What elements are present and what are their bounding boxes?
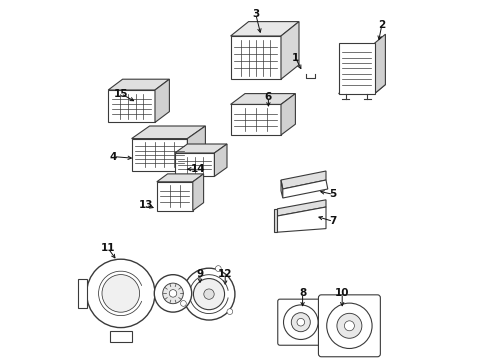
Polygon shape <box>231 22 299 36</box>
Polygon shape <box>132 139 187 171</box>
Polygon shape <box>175 144 227 153</box>
Polygon shape <box>231 94 295 104</box>
Circle shape <box>327 303 372 348</box>
Circle shape <box>337 313 362 338</box>
Text: 9: 9 <box>196 269 203 279</box>
Polygon shape <box>187 126 205 171</box>
Polygon shape <box>155 79 170 122</box>
FancyBboxPatch shape <box>278 299 324 345</box>
Circle shape <box>194 279 224 310</box>
Circle shape <box>284 305 318 339</box>
Polygon shape <box>132 126 205 139</box>
Text: 7: 7 <box>329 216 337 226</box>
Circle shape <box>163 283 183 304</box>
Text: 13: 13 <box>139 200 153 210</box>
Polygon shape <box>175 153 215 176</box>
Text: 14: 14 <box>191 164 205 174</box>
Circle shape <box>169 290 177 297</box>
Text: 8: 8 <box>299 288 306 298</box>
Polygon shape <box>277 200 326 216</box>
Circle shape <box>216 266 221 271</box>
Polygon shape <box>281 94 295 135</box>
Polygon shape <box>374 34 386 94</box>
Text: 6: 6 <box>265 92 272 102</box>
Polygon shape <box>283 180 328 198</box>
Polygon shape <box>77 279 87 308</box>
Text: 3: 3 <box>252 9 259 19</box>
Polygon shape <box>339 85 386 94</box>
Polygon shape <box>110 331 132 342</box>
FancyBboxPatch shape <box>318 295 380 357</box>
Polygon shape <box>281 180 283 198</box>
Text: 2: 2 <box>378 20 386 30</box>
Text: 12: 12 <box>218 269 232 279</box>
Circle shape <box>291 313 310 332</box>
Polygon shape <box>215 144 227 176</box>
Text: 10: 10 <box>335 288 349 298</box>
Circle shape <box>204 289 214 299</box>
Circle shape <box>102 275 140 312</box>
Text: 15: 15 <box>114 89 128 99</box>
Polygon shape <box>157 174 204 182</box>
Polygon shape <box>339 43 374 94</box>
Circle shape <box>227 309 233 315</box>
Circle shape <box>154 275 192 312</box>
Circle shape <box>180 301 186 306</box>
Polygon shape <box>157 182 193 211</box>
Text: 4: 4 <box>110 152 117 162</box>
Circle shape <box>344 321 354 331</box>
Polygon shape <box>108 79 170 90</box>
Circle shape <box>183 268 235 320</box>
Polygon shape <box>277 207 326 232</box>
Polygon shape <box>274 209 277 232</box>
Circle shape <box>87 259 155 328</box>
Polygon shape <box>193 174 204 211</box>
Polygon shape <box>231 36 281 79</box>
Polygon shape <box>281 22 299 79</box>
Circle shape <box>297 318 305 326</box>
Text: 11: 11 <box>101 243 116 253</box>
Text: 1: 1 <box>292 53 299 63</box>
Polygon shape <box>281 171 326 189</box>
Polygon shape <box>108 90 155 122</box>
Text: 5: 5 <box>330 189 337 199</box>
Polygon shape <box>231 104 281 135</box>
